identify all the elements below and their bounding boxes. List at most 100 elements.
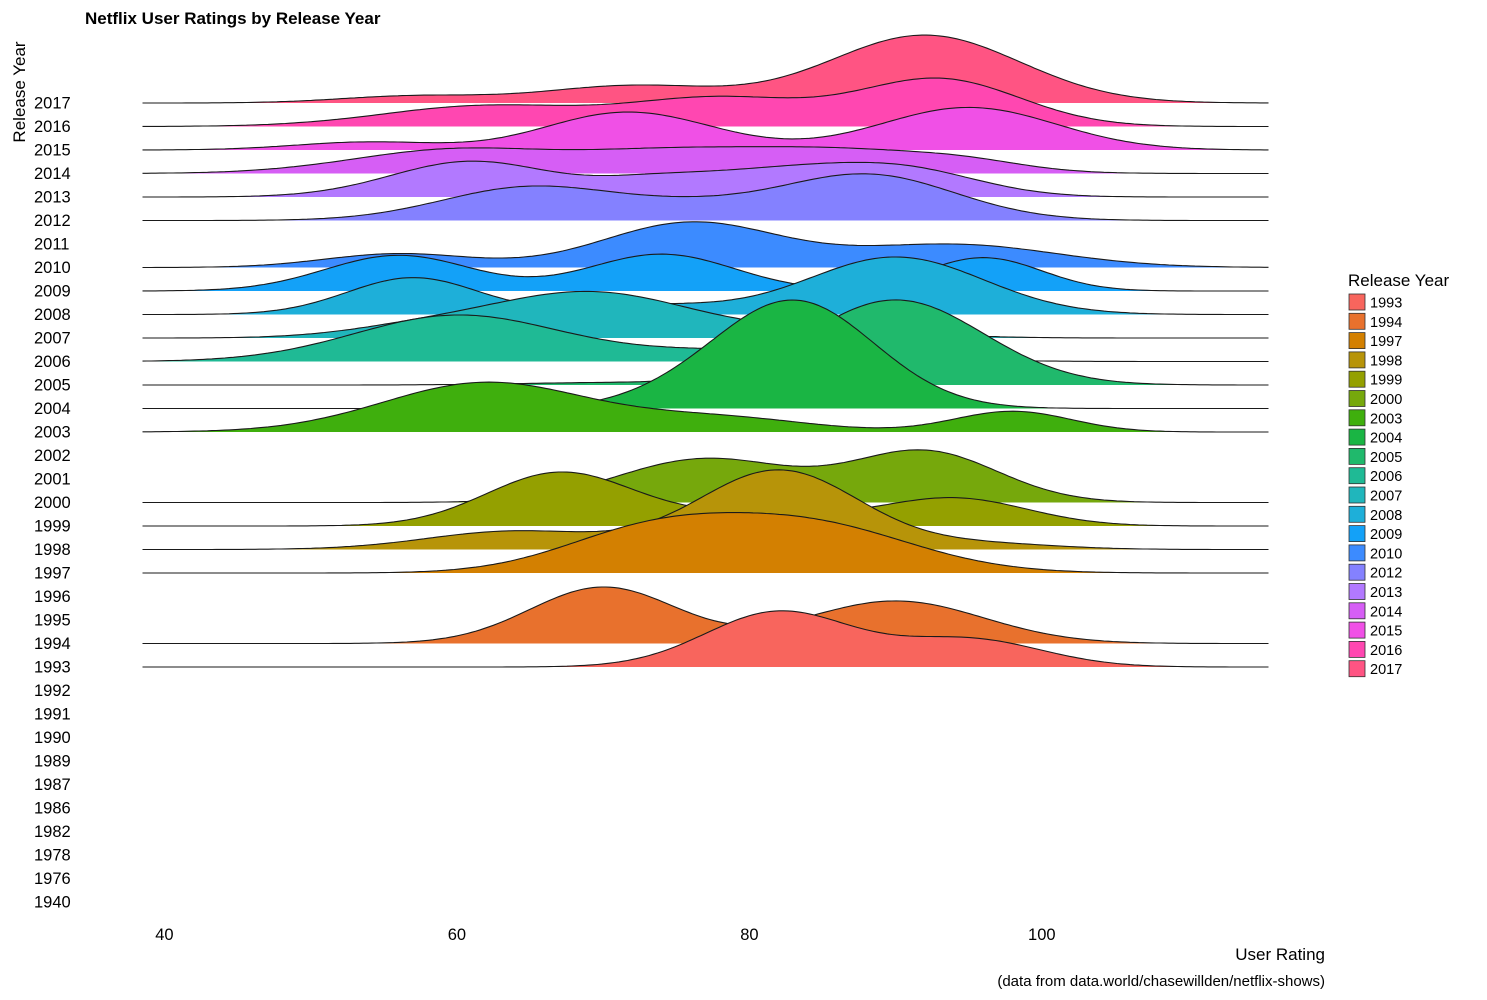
legend-label-2005: 2005 [1370,450,1402,466]
legend-label-1998: 1998 [1370,353,1402,369]
legend-swatch-2012 [1348,563,1366,581]
y-tick-1990: 1990 [34,729,71,747]
y-tick-2005: 2005 [34,377,71,395]
legend-item-2012: 2012 [1348,563,1402,582]
y-tick-2012: 2012 [34,212,71,230]
ridge-2003 [142,381,1269,433]
y-tick-2013: 2013 [34,189,71,207]
chart-caption: (data from data.world/chasewillden/netfl… [997,973,1325,990]
ridge-area-2013 [142,161,1269,197]
y-tick-1999: 1999 [34,518,71,536]
y-tick-1982: 1982 [34,823,71,841]
y-tick-2009: 2009 [34,283,71,301]
legend-swatch-1999 [1348,370,1366,388]
legend-swatch-2017 [1348,660,1366,678]
y-tick-2004: 2004 [34,400,71,418]
legend-label-2000: 2000 [1370,392,1402,408]
ridge-area-2017 [142,35,1269,103]
legend-label-1994: 1994 [1370,315,1402,331]
legend-item-2004: 2004 [1348,428,1402,447]
legend-item-1999: 1999 [1348,370,1402,389]
y-tick-2006: 2006 [34,353,71,371]
ridge-1993 [142,610,1269,668]
legend-label-2010: 2010 [1370,546,1402,562]
legend-swatch-1997 [1348,332,1366,350]
x-tick-60: 60 [448,926,466,944]
ridge-outline-2013 [142,160,1269,198]
legend-swatch-2015 [1348,621,1366,639]
ridge-area-2006 [142,315,1269,362]
y-tick-2016: 2016 [34,118,71,136]
legend-swatch-2013 [1348,583,1366,600]
y-tick-1997: 1997 [34,565,71,583]
legend-label-2009: 2009 [1370,527,1402,543]
ridge-area-2012 [142,173,1269,221]
ridge-2000 [142,449,1269,504]
ridge-area-2010 [142,221,1269,268]
ridge-2017 [142,34,1269,104]
legend-label-1999: 1999 [1370,373,1402,389]
legend-label-2016: 2016 [1370,643,1402,659]
ridge-area-1993 [142,610,1269,667]
ridge-area-2007 [142,291,1269,338]
legend-item-1998: 1998 [1348,351,1402,369]
ridge-outline-2003 [142,381,1269,433]
ridge-2007 [142,290,1269,339]
y-tick-2002: 2002 [34,447,71,465]
ridge-outline-2009 [142,253,1269,292]
ridge-outline-2017 [142,34,1269,104]
y-tick-2011: 2011 [34,236,69,254]
legend-item-2013: 2013 [1348,583,1402,601]
legend-item-1994: 1994 [1348,312,1402,331]
ridge-outline-2012 [142,173,1269,222]
chart-title: Netflix User Ratings by Release Year [85,9,381,28]
y-tick-2008: 2008 [34,306,71,324]
ridge-outline-1993 [142,610,1269,668]
ridge-2004 [142,299,1269,410]
legend-swatch-2006 [1348,467,1366,485]
y-tick-2000: 2000 [34,494,71,512]
legend-swatch-2000 [1348,390,1366,407]
ridge-2010 [142,221,1269,269]
legend-label-2013: 2013 [1370,585,1402,601]
legend-title: Release Year [1348,271,1450,290]
y-tick-2007: 2007 [34,330,71,348]
legend-label-2004: 2004 [1370,431,1402,447]
ridge-outline-2016 [142,77,1269,128]
legend-label-1997: 1997 [1370,334,1402,350]
ridge-outline-2007 [142,290,1269,339]
legend-item-2005: 2005 [1348,447,1402,466]
ridge-outline-2004 [142,299,1269,410]
y-tick-1992: 1992 [34,682,71,700]
legend: 1993 1994 1997 1998 1999 2000 2003 2004 2005 2006… [1348,293,1402,678]
ridge-1997 [142,512,1269,574]
legend-label-2015: 2015 [1370,624,1402,640]
ridge-area-2015 [142,107,1269,150]
legend-item-2009: 2009 [1348,525,1402,543]
x-tick-40: 40 [155,926,173,944]
legend-item-2007: 2007 [1348,486,1402,505]
legend-swatch-2014 [1348,602,1366,620]
legend-item-1993: 1993 [1348,293,1402,312]
legend-item-2015: 2015 [1348,621,1402,640]
ridge-area-2000 [142,449,1269,503]
legend-swatch-2004 [1348,428,1366,446]
y-tick-2003: 2003 [34,424,71,442]
legend-label-2008: 2008 [1370,508,1402,524]
ridge-outline-2010 [142,221,1269,269]
y-tick-1993: 1993 [34,659,71,677]
legend-swatch-2009 [1348,525,1366,542]
ridge-1994 [142,586,1269,645]
ridge-area-1999 [142,472,1269,526]
ridge-1998 [142,469,1269,551]
y-tick-1940: 1940 [34,894,71,912]
y-tick-1987: 1987 [34,776,71,794]
legend-swatch-2003 [1348,409,1366,427]
y-tick-1989: 1989 [34,753,71,771]
ridge-outline-2015 [142,106,1269,151]
x-tick-labels: 40 60 80 100 [155,926,1055,944]
legend-swatch-2007 [1348,486,1366,504]
legend-label-2003: 2003 [1370,411,1402,427]
legend-label-2007: 2007 [1370,489,1402,505]
ridge-2015 [142,106,1269,151]
